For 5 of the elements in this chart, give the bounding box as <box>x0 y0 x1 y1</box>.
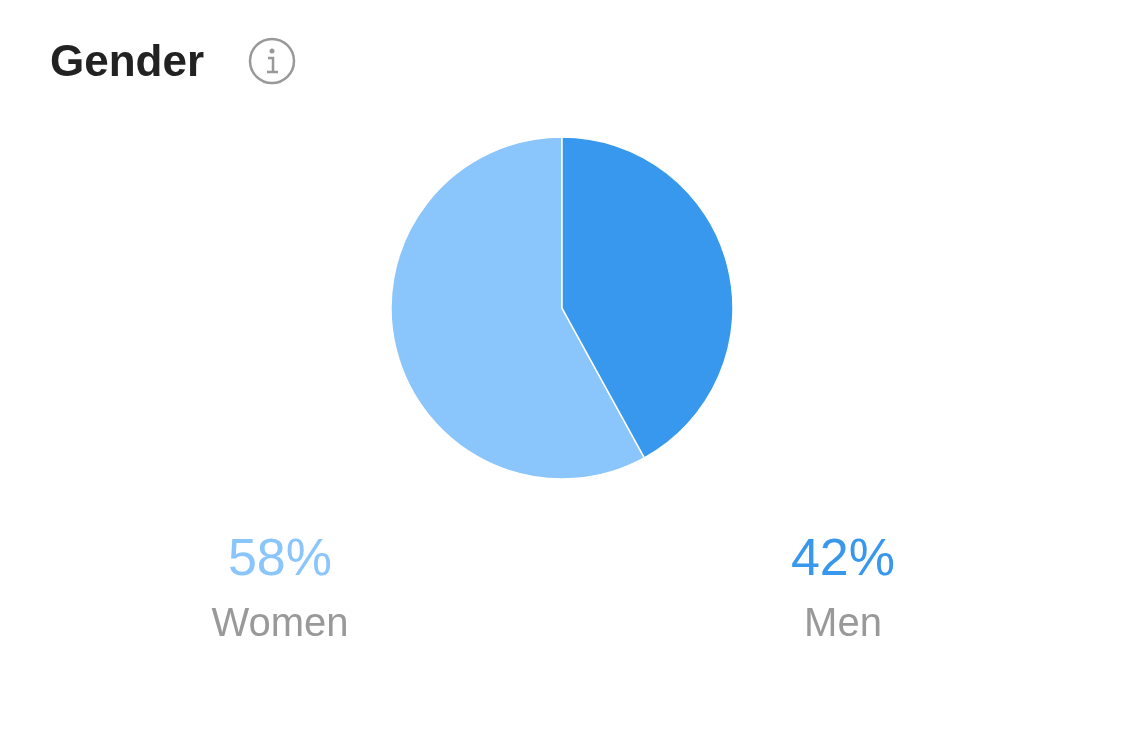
slice-label: Women <box>211 600 349 644</box>
slice-label: Men <box>804 600 882 644</box>
data-label: 58% <box>227 528 333 586</box>
chart-title: Gender <box>50 36 205 85</box>
data-label: 42% <box>790 528 896 586</box>
